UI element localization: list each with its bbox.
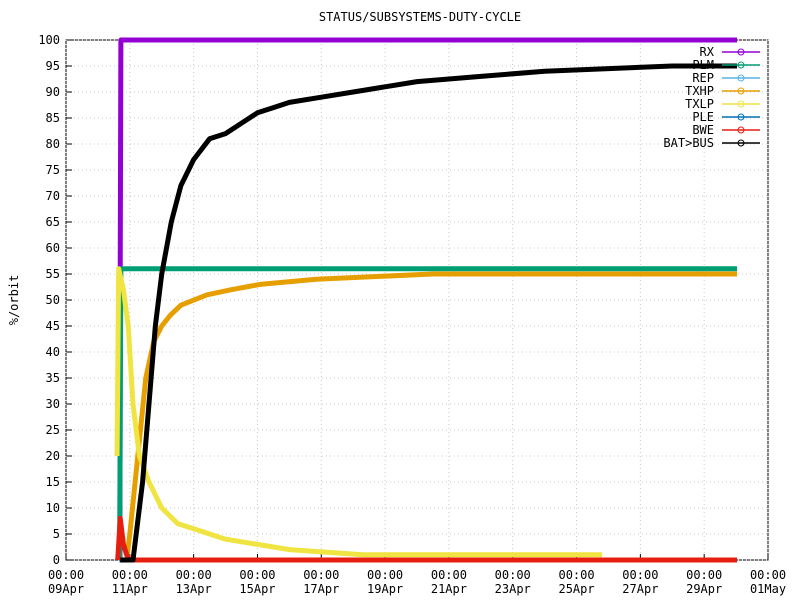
legend-label: RX [700,45,715,59]
x-tick-label: 21Apr [431,582,467,596]
legend-label: BWE [692,123,714,137]
y-tick-label: 100 [38,33,60,47]
legend-marker [737,74,745,82]
legend-marker [737,48,745,56]
x-tick-label: 11Apr [112,582,148,596]
x-tick-label: 13Apr [176,582,212,596]
y-tick-label: 30 [46,397,60,411]
y-tick-label: 75 [46,163,60,177]
y-tick-label: 60 [46,241,60,255]
y-tick-label: 45 [46,319,60,333]
x-tick-label: 00:00 [750,568,786,582]
y-tick-label: 70 [46,189,60,203]
series-line [120,63,738,563]
y-tick-label: 40 [46,345,60,359]
x-tick-label: 00:00 [558,568,594,582]
legend-marker [737,61,745,69]
legend-label: BAT>BUS [663,136,714,150]
x-tick-label: 00:00 [686,568,722,582]
legend-label: REP [692,71,714,85]
legend-label: PLE [692,110,714,124]
legend-marker [737,87,745,95]
x-tick-label: 00:00 [367,568,403,582]
y-tick-label: 35 [46,371,60,385]
x-tick-label: 00:00 [239,568,275,582]
x-tick-label: 25Apr [558,582,594,596]
x-tick-label: 01May [750,582,786,596]
y-tick-label: 0 [53,553,60,567]
y-tick-label: 90 [46,85,60,99]
y-tick-label: 20 [46,449,60,463]
series-line [117,37,738,561]
x-tick-label: 17Apr [303,582,339,596]
x-tick-label: 00:00 [48,568,84,582]
x-tick-label: 00:00 [495,568,531,582]
y-tick-label: 15 [46,475,60,489]
y-tick-label: 85 [46,111,60,125]
y-tick-label: 50 [46,293,60,307]
x-tick-label: 00:00 [112,568,148,582]
legend-label: TXHP [685,84,714,98]
y-tick-label: 25 [46,423,60,437]
legend-label: PLM [692,58,714,72]
legend-marker [737,139,745,147]
legend-marker [737,126,745,134]
series-line [114,266,603,558]
x-tick-label: 23Apr [495,582,531,596]
y-tick-label: 55 [46,267,60,281]
series-line [124,271,738,561]
x-tick-label: 00:00 [622,568,658,582]
x-tick-label: 19Apr [367,582,403,596]
y-axis-label: %/orbit [7,275,21,326]
series-line [115,515,738,563]
series-line [117,266,738,561]
y-tick-label: 80 [46,137,60,151]
x-tick-label: 00:00 [176,568,212,582]
x-tick-label: 00:00 [431,568,467,582]
legend-label: TXLP [685,97,714,111]
x-tick-label: 29Apr [686,582,722,596]
x-tick-label: 15Apr [239,582,275,596]
x-tick-label: 09Apr [48,582,84,596]
y-tick-label: 95 [46,59,60,73]
chart-title: STATUS/SUBSYSTEMS-DUTY-CYCLE [319,10,521,24]
y-tick-label: 10 [46,501,60,515]
x-tick-label: 27Apr [622,582,658,596]
y-tick-label: 65 [46,215,60,229]
legend-marker [737,100,745,108]
x-tick-label: 00:00 [303,568,339,582]
y-tick-label: 5 [53,527,60,541]
legend-marker [737,113,745,121]
